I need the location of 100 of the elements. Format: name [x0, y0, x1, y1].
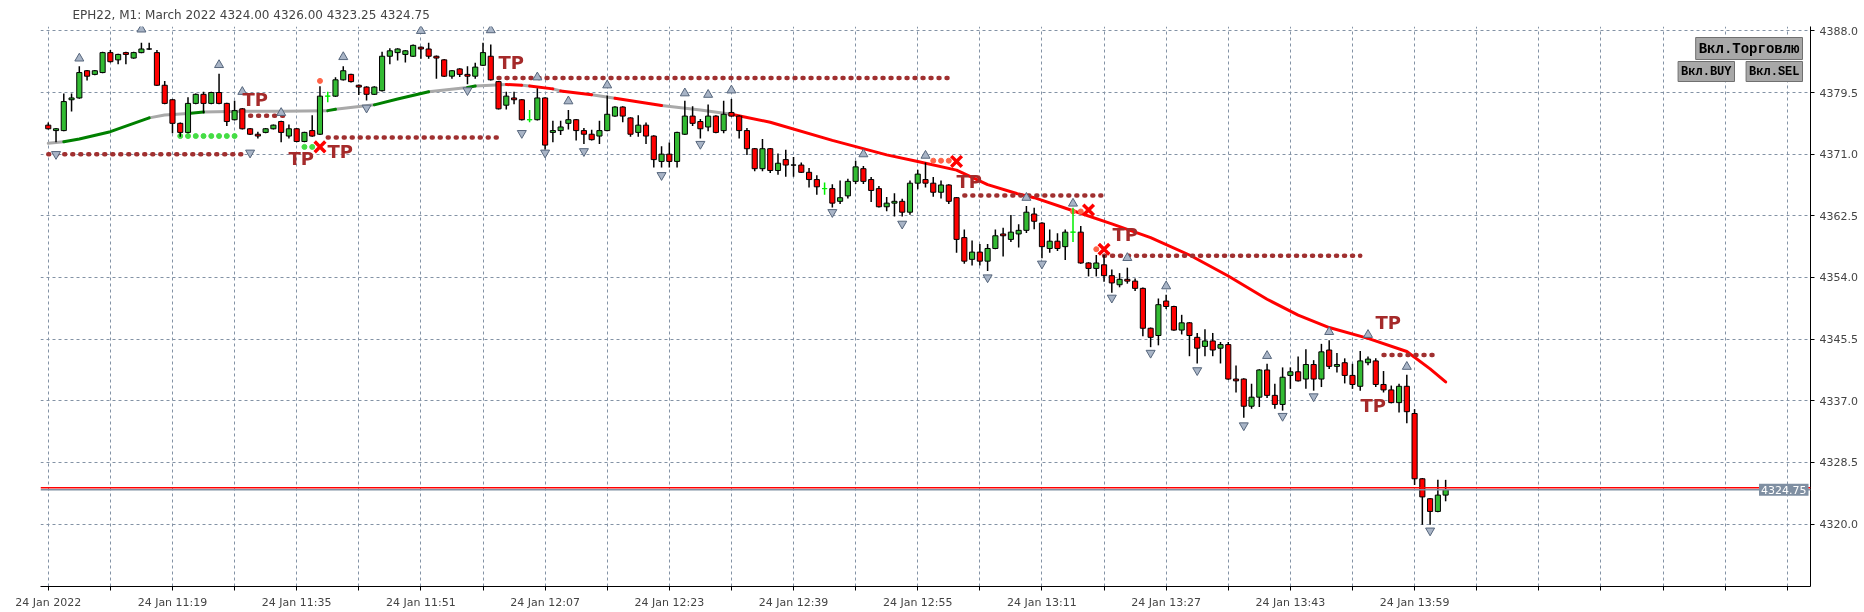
chart-title: EPH22, M1: March 2022 4324.00 4326.00 4323.25 4324.75	[72, 7, 430, 22]
y-tick-label: 4379.5	[1819, 86, 1858, 100]
annotation: TP	[498, 52, 524, 73]
annotation: TP	[288, 148, 314, 169]
point	[920, 149, 931, 159]
point	[1068, 197, 1078, 207]
point	[938, 157, 945, 164]
annotation: TP	[1375, 312, 1401, 333]
candlestick	[844, 178, 851, 199]
point	[223, 133, 230, 140]
annotation: TP	[956, 171, 982, 192]
candlestick	[1232, 365, 1240, 393]
candlestick	[1434, 479, 1441, 513]
point	[245, 149, 256, 159]
candlestick	[1201, 329, 1209, 357]
point	[1238, 422, 1249, 432]
point	[309, 143, 316, 150]
candlestick	[254, 131, 261, 139]
point	[74, 52, 85, 62]
point	[656, 172, 667, 181]
x-tick-label: 24 Jan 12:39	[758, 595, 829, 609]
annotation: Вкл.BUY	[1681, 64, 1733, 79]
y-tick-label: 4337.0	[1819, 394, 1858, 408]
point	[540, 149, 551, 159]
point	[216, 133, 223, 140]
x-tick-label: 24 Jan 2022	[15, 595, 82, 609]
x-tick-label: 24 Jan 11:19	[137, 595, 208, 609]
point	[231, 133, 238, 140]
point	[200, 133, 207, 140]
candlestick	[518, 99, 525, 121]
candlestick	[52, 128, 60, 143]
candlestick	[813, 175, 820, 195]
candlestick	[930, 176, 937, 197]
point	[1106, 294, 1117, 304]
point	[695, 140, 706, 150]
point	[214, 59, 225, 69]
point	[827, 209, 838, 218]
line-series	[62, 116, 151, 144]
point	[726, 84, 737, 94]
candlestick	[1427, 497, 1434, 525]
point	[945, 157, 952, 164]
annotation: TP	[1112, 224, 1138, 245]
point	[1093, 246, 1100, 253]
x-tick-label: 24 Jan 13:11	[1007, 595, 1077, 609]
point	[1161, 280, 1172, 290]
point	[415, 26, 426, 34]
candlestick	[790, 157, 797, 177]
point	[192, 133, 199, 140]
point	[897, 220, 908, 230]
candlestick	[642, 122, 650, 145]
annotation: TP	[327, 141, 353, 162]
candlestick	[146, 42, 153, 50]
x-tick-label: 24 Jan 12:55	[882, 595, 953, 609]
x-tick-label: 24 Jan 13:27	[1131, 595, 1201, 609]
y-tick-label: 4328.5	[1819, 456, 1858, 470]
ref-line-label: 4324.75	[1761, 483, 1807, 497]
annotation: Вкл.SEL	[1749, 64, 1800, 79]
point	[1081, 202, 1096, 218]
annotation: TP	[1360, 395, 1386, 416]
point	[949, 154, 964, 169]
point	[563, 95, 574, 105]
candlestick	[332, 77, 339, 97]
y-tick-label: 4362.5	[1819, 209, 1858, 223]
x-tick-label: 24 Jan 13:59	[1379, 595, 1450, 609]
point	[301, 143, 308, 150]
point	[532, 71, 543, 81]
point	[602, 79, 613, 89]
point	[1097, 242, 1112, 257]
point	[930, 157, 937, 164]
candlestick	[1194, 332, 1201, 364]
annotation: TP	[242, 89, 268, 110]
candlestick	[479, 42, 487, 67]
candlestick	[774, 153, 782, 175]
x-tick-label: 24 Jan 13:43	[1255, 595, 1326, 609]
point	[1308, 393, 1319, 403]
y-tick-label: 4354.0	[1819, 271, 1858, 285]
annotation: Вкл.Торговлю	[1698, 40, 1801, 57]
candlestick	[1000, 227, 1007, 257]
point	[208, 133, 215, 140]
point	[51, 151, 62, 160]
point	[1145, 349, 1156, 359]
candlestick	[805, 167, 813, 188]
y-tick-label: 4320.0	[1819, 518, 1858, 532]
point	[1077, 208, 1084, 215]
point	[578, 148, 589, 157]
point	[858, 148, 869, 158]
point	[1122, 252, 1133, 261]
x-tick-label: 24 Jan 11:35	[261, 595, 332, 609]
point	[1021, 192, 1032, 201]
candlestick	[782, 149, 789, 177]
point	[1036, 260, 1047, 270]
y-tick-label: 4345.5	[1819, 333, 1858, 347]
point	[312, 139, 328, 154]
x-tick-label: 24 Jan 12:07	[510, 595, 580, 609]
x-tick-label: 24 Jan 12:23	[634, 595, 705, 609]
candlestick	[487, 44, 494, 81]
point	[1192, 367, 1203, 377]
x-tick-label: 24 Jan 11:51	[386, 595, 456, 609]
point	[1277, 412, 1288, 422]
candlestick	[736, 115, 743, 139]
